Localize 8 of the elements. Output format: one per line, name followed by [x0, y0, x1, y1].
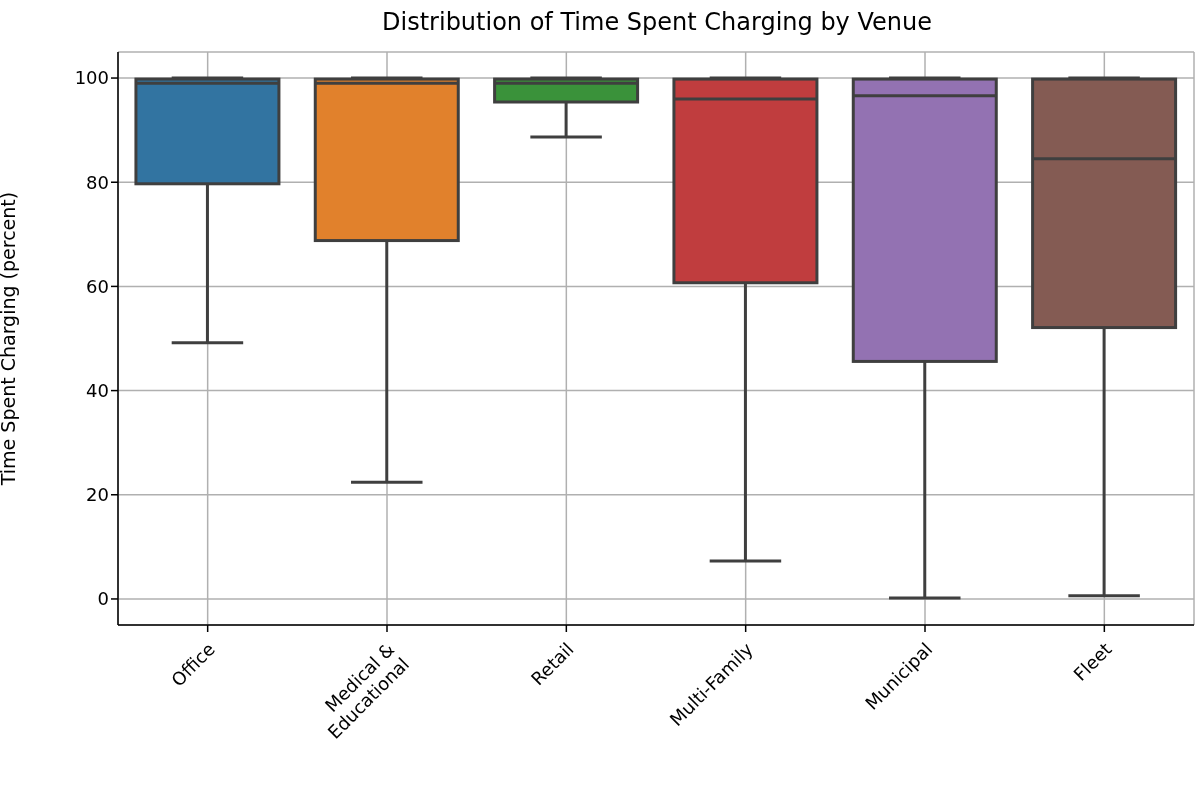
y-tick-label: 0 — [97, 588, 109, 610]
y-tick-label: 60 — [86, 275, 109, 297]
y-axis-title: Time Spent Charging (percent) — [0, 191, 19, 487]
y-tick-label: 80 — [86, 171, 109, 193]
chart-title: Distribution of Time Spent Charging by Venue — [381, 8, 933, 36]
y-tick-label: 100 — [74, 67, 109, 89]
y-tick-label: 40 — [86, 379, 109, 401]
y-tick-label: 20 — [86, 484, 109, 506]
